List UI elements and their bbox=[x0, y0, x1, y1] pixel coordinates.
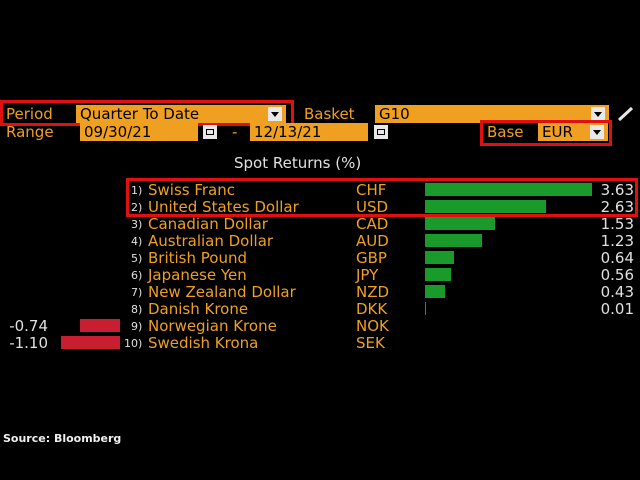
pen-icon[interactable] bbox=[616, 106, 636, 122]
currency-name: Norwegian Krone bbox=[148, 317, 277, 335]
currency-name: British Pound bbox=[148, 249, 247, 267]
currency-name: Swedish Krona bbox=[148, 334, 259, 352]
table-row[interactable]: 4) Australian Dollar AUD 1.23 bbox=[0, 232, 640, 250]
range-end-field[interactable]: 12/13/21 bbox=[250, 123, 368, 141]
currency-code: DKK bbox=[356, 300, 388, 318]
range-separator: - bbox=[232, 123, 238, 141]
bar-CHF bbox=[425, 183, 592, 196]
row-number: 1) bbox=[131, 184, 143, 197]
row-number: 6) bbox=[131, 269, 143, 282]
value-label: 0.56 bbox=[600, 266, 634, 284]
bar-DKK bbox=[425, 302, 426, 315]
row-number: 5) bbox=[131, 252, 143, 265]
currency-code: GBP bbox=[356, 249, 387, 267]
chart-title: Spot Returns (%) bbox=[234, 154, 362, 172]
basket-dropdown[interactable]: G10 bbox=[375, 105, 609, 123]
table-row[interactable]: 5) British Pound GBP 0.64 bbox=[0, 249, 640, 267]
currency-code: AUD bbox=[356, 232, 389, 250]
range-label: Range bbox=[6, 123, 54, 141]
range-start-value: 09/30/21 bbox=[84, 123, 152, 141]
base-highlight-box bbox=[480, 120, 612, 146]
currency-name: Swiss Franc bbox=[148, 181, 236, 199]
range-start-field[interactable]: 09/30/21 bbox=[80, 123, 198, 141]
value-label: 1.23 bbox=[600, 232, 634, 250]
currency-code: CAD bbox=[356, 215, 389, 233]
period-dropdown[interactable]: Quarter To Date bbox=[76, 105, 286, 123]
value-label: 2.63 bbox=[600, 198, 634, 216]
currency-code: NZD bbox=[356, 283, 390, 301]
range-end-value: 12/13/21 bbox=[254, 123, 322, 141]
chevron-down-icon[interactable] bbox=[268, 107, 282, 121]
currency-code: JPY bbox=[356, 266, 379, 284]
table-row[interactable]: 3) Canadian Dollar CAD 1.53 bbox=[0, 215, 640, 233]
bar-CAD bbox=[425, 217, 496, 230]
value-label: 3.63 bbox=[600, 181, 634, 199]
chevron-down-icon[interactable] bbox=[590, 125, 604, 139]
table-row[interactable]: 8) Danish Krone DKK 0.01 bbox=[0, 300, 640, 318]
value-label: -0.74 bbox=[9, 317, 48, 335]
calendar-icon[interactable] bbox=[203, 125, 217, 139]
table-row[interactable]: 6) Japanese Yen JPY 0.56 bbox=[0, 266, 640, 284]
currency-name: Australian Dollar bbox=[148, 232, 274, 250]
bar-JPY bbox=[425, 268, 451, 281]
table-row[interactable]: 7) New Zealand Dollar NZD 0.43 bbox=[0, 283, 640, 301]
table-row[interactable]: 2) United States Dollar USD 2.63 bbox=[0, 198, 640, 216]
row-number: 8) bbox=[131, 303, 143, 316]
value-label: -1.10 bbox=[9, 334, 48, 352]
calendar-icon[interactable] bbox=[374, 125, 388, 139]
currency-name: United States Dollar bbox=[148, 198, 299, 216]
currency-code: SEK bbox=[356, 334, 385, 352]
bar-SEK bbox=[60, 336, 120, 349]
currency-code: NOK bbox=[356, 317, 389, 335]
value-label: 0.64 bbox=[600, 249, 634, 267]
row-number: 2) bbox=[131, 201, 143, 214]
bar-AUD bbox=[425, 234, 482, 247]
source-note: Source: Bloomberg bbox=[3, 432, 122, 445]
row-number: 4) bbox=[131, 235, 143, 248]
currency-name: Japanese Yen bbox=[148, 266, 247, 284]
value-label: 0.43 bbox=[600, 283, 634, 301]
bar-NOK bbox=[80, 319, 120, 332]
row-number: 10) bbox=[124, 337, 143, 350]
table-row[interactable]: 1) Swiss Franc CHF 3.63 bbox=[0, 181, 640, 199]
period-value: Quarter To Date bbox=[80, 105, 200, 123]
row-number: 3) bbox=[131, 218, 143, 231]
basket-value: G10 bbox=[379, 105, 410, 123]
chevron-down-icon[interactable] bbox=[591, 107, 605, 121]
currency-name: New Zealand Dollar bbox=[148, 283, 296, 301]
value-label: 0.01 bbox=[600, 300, 634, 318]
base-dropdown[interactable]: EUR bbox=[538, 123, 608, 141]
currency-name: Danish Krone bbox=[148, 300, 249, 318]
base-value: EUR bbox=[542, 123, 573, 141]
table-row[interactable]: 10) Swedish Krona SEK -1.10 bbox=[0, 334, 640, 352]
value-label: 1.53 bbox=[600, 215, 634, 233]
bar-USD bbox=[425, 200, 546, 213]
period-label: Period bbox=[6, 105, 53, 123]
row-number: 9) bbox=[131, 320, 143, 333]
row-number: 7) bbox=[131, 286, 143, 299]
basket-label: Basket bbox=[304, 105, 355, 123]
bar-GBP bbox=[425, 251, 455, 264]
top-rows-highlight-box bbox=[126, 178, 638, 217]
currency-code: CHF bbox=[356, 181, 387, 199]
currency-name: Canadian Dollar bbox=[148, 215, 268, 233]
base-label: Base bbox=[487, 123, 524, 141]
table-row[interactable]: 9) Norwegian Krone NOK -0.74 bbox=[0, 317, 640, 335]
bar-NZD bbox=[425, 285, 445, 298]
currency-code: USD bbox=[356, 198, 389, 216]
